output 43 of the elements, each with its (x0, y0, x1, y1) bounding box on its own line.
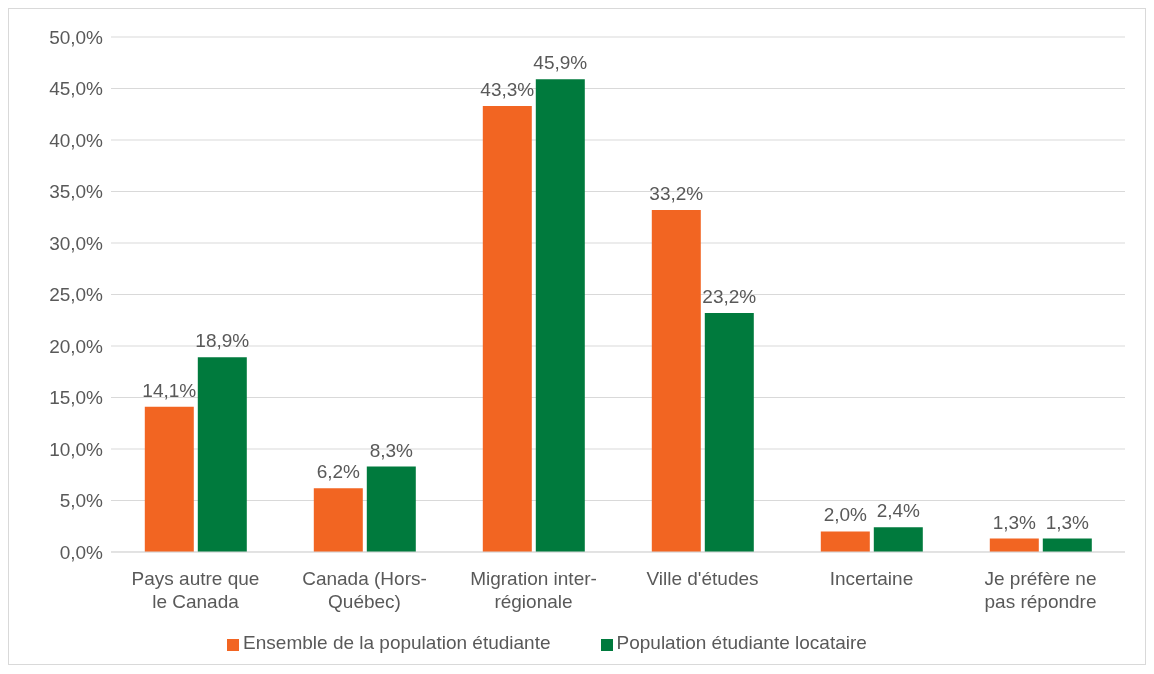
data-label: 2,4% (876, 500, 921, 522)
bar (989, 538, 1039, 552)
data-label: 2,0% (823, 504, 868, 526)
bar (873, 527, 923, 552)
data-label: 33,2% (649, 183, 704, 205)
x-tick-label: Pays autre que le Canada (131, 568, 260, 612)
data-label: 45,9% (533, 52, 588, 74)
legend-label: Ensemble de la population étudiante (243, 632, 551, 653)
bar (651, 210, 701, 552)
data-label: 18,9% (195, 330, 250, 352)
y-tick-label: 40,0% (49, 129, 104, 151)
bar (313, 488, 363, 552)
y-tick-label: 5,0% (59, 490, 104, 512)
y-tick-label: 15,0% (49, 387, 104, 409)
data-label: 43,3% (480, 79, 535, 101)
bar (535, 79, 585, 552)
y-tick-label: 25,0% (49, 284, 104, 306)
data-label: 8,3% (369, 439, 414, 461)
data-label: 6,2% (316, 461, 361, 483)
data-label: 14,1% (142, 379, 197, 401)
y-tick-label: 50,0% (49, 26, 104, 48)
bar (704, 313, 754, 552)
y-tick-label: 30,0% (49, 232, 104, 254)
data-label: 1,3% (1045, 511, 1090, 533)
bar (366, 466, 416, 552)
bar (144, 406, 194, 552)
bar (1042, 538, 1092, 552)
y-tick-label: 45,0% (49, 78, 104, 100)
x-tick-label: Migration inter-régionale (470, 568, 597, 612)
bar (482, 106, 532, 552)
bar (197, 357, 247, 552)
legend-label: Population étudiante locataire (616, 632, 867, 653)
bar (820, 531, 870, 552)
x-tick-label: Canada (Hors-Québec) (302, 568, 427, 612)
y-tick-label: 0,0% (59, 541, 104, 563)
x-tick-label: Incertaine (829, 568, 914, 590)
data-label: 23,2% (702, 286, 757, 308)
data-label: 1,3% (992, 511, 1037, 533)
x-tick-label: Ville d'études (646, 568, 759, 590)
y-tick-label: 20,0% (49, 335, 104, 357)
x-tick-label: Je préfère ne pas répondre (984, 568, 1097, 612)
y-tick-label: 10,0% (49, 438, 104, 460)
y-tick-label: 35,0% (49, 181, 104, 203)
